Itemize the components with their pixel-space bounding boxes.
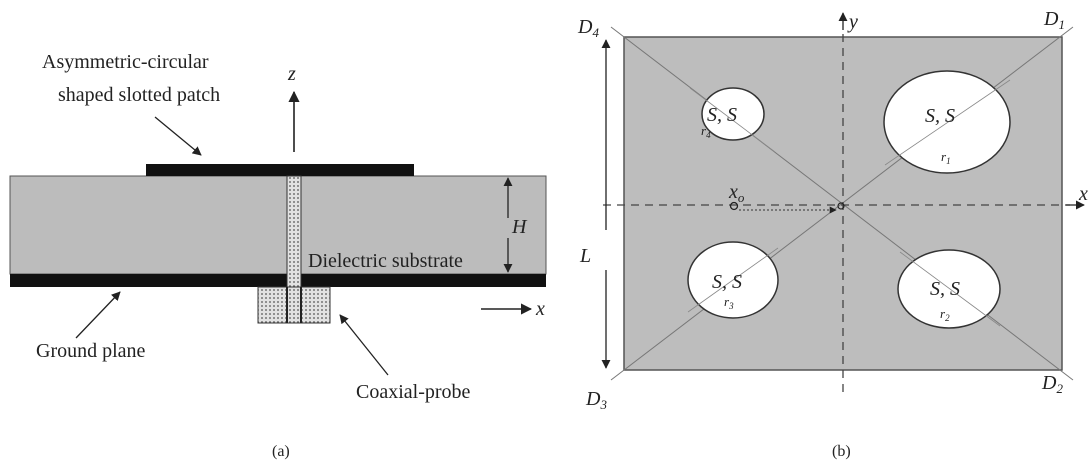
length-label: L	[579, 245, 591, 267]
z-axis-label: z	[287, 63, 296, 85]
diagonal-overlay-4	[899, 251, 1001, 327]
x-axis-label-b: x	[1078, 183, 1088, 205]
diagonal-overlay-2	[884, 79, 1011, 166]
ground-plane-label: Ground plane	[36, 340, 146, 362]
probe-label: Coaxial-probe	[356, 381, 471, 403]
slot-r4-label: S, S	[707, 104, 737, 126]
probe-pointer-arrow	[339, 314, 389, 376]
slotted-patch	[146, 164, 414, 176]
corner-d1: D1	[1043, 8, 1065, 32]
corner-d3: D3	[585, 388, 607, 412]
caption-a: (a)	[272, 443, 290, 460]
patch-label-line1: Asymmetric-circular	[42, 51, 209, 73]
panel-b-top-view: y x xo L D1 D2 D3 D4 S, S S, S S, S S, S…	[577, 8, 1088, 460]
ground-pointer-arrow	[75, 291, 121, 339]
radius-r2: r2	[940, 306, 950, 323]
patch-pointer-arrow	[154, 116, 202, 156]
y-axis-label: y	[847, 11, 858, 33]
substrate-label: Dielectric substrate	[308, 250, 463, 272]
caption-b: (b)	[832, 443, 851, 460]
slot-r2-label: S, S	[930, 278, 960, 300]
slot-r1-label: S, S	[925, 105, 955, 127]
slot-r4	[701, 87, 765, 141]
coaxial-connector	[257, 286, 331, 324]
corner-d2: D2	[1041, 372, 1063, 396]
diagonal-overlay-1	[689, 87, 776, 153]
x0-label: xo	[728, 181, 745, 205]
radius-r4: r4	[701, 123, 711, 140]
center-point	[837, 202, 845, 210]
diagonal-overlay-3	[687, 247, 779, 313]
slot-r1	[883, 70, 1011, 174]
ground-plane	[10, 274, 546, 287]
radius-r1: r1	[941, 149, 951, 166]
corner-d4: D4	[577, 16, 599, 40]
slot-r3-label: S, S	[712, 271, 742, 293]
panel-a-side-view: z x Asymmetric-circular shaped slotted p…	[9, 51, 547, 460]
patch-label-line2: shaped slotted patch	[58, 84, 220, 106]
dielectric-substrate	[9, 175, 547, 275]
feed-point	[729, 201, 739, 211]
x-axis-label: x	[535, 298, 545, 320]
radius-r3: r3	[724, 294, 734, 311]
height-label: H	[511, 216, 528, 238]
